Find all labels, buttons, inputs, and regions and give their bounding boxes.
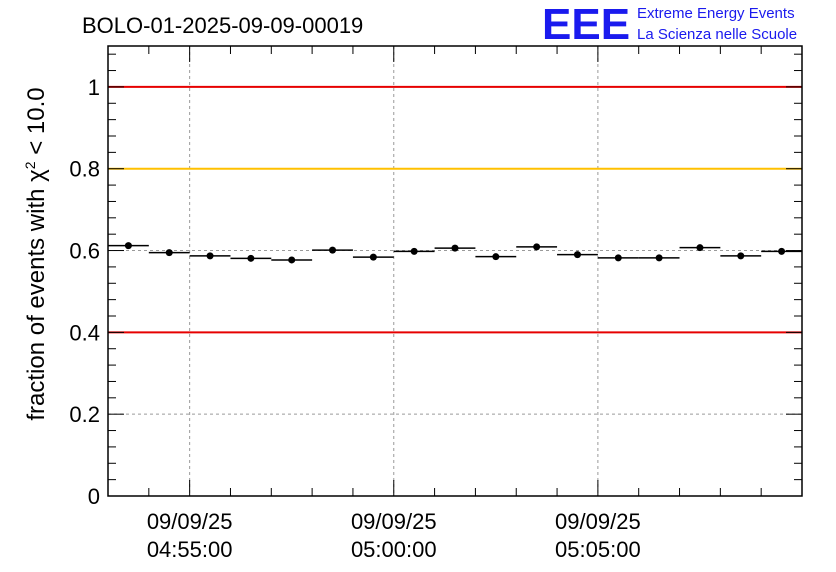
y-axis-label-prefix: fraction of events with: [23, 182, 50, 421]
y-axis-label-suffix: < 10.0: [23, 87, 50, 161]
axis-ticks: [107, 46, 803, 497]
data-point: [737, 252, 745, 260]
x-tick-label-time: 04:55:00: [147, 537, 233, 562]
data-point: [492, 253, 500, 261]
y-tick-label: 0.2: [69, 402, 100, 427]
x-tick-labels: 09/09/25 04:55:00 09/09/25 05:00:00 09/09/25…: [147, 509, 641, 562]
plot-frame: [107, 45, 803, 497]
data-point: [410, 247, 418, 255]
data-point: [329, 246, 337, 254]
data-point: [614, 254, 622, 262]
eee-logo: EEE Extreme Energy Events La Scienza nel…: [542, 0, 797, 49]
y-tick-label: 1: [88, 75, 100, 100]
y-tick-label: 0.6: [69, 239, 100, 264]
chart-title: BOLO-01-2025-09-09-00019: [82, 13, 363, 38]
data-point: [696, 244, 704, 252]
grid: [108, 46, 802, 497]
y-tick-labels: 0 0.2 0.4 0.6 0.8 1: [69, 75, 100, 509]
data-point: [288, 256, 296, 264]
logo-line1: Extreme Energy Events: [637, 5, 795, 22]
data-series: [108, 242, 802, 264]
data-point: [206, 252, 214, 260]
data-point: [165, 249, 173, 257]
data-point: [124, 242, 132, 250]
x-tick-label-date: 09/09/25: [351, 509, 437, 534]
y-axis-label-chi: χ: [23, 169, 50, 182]
y-axis-label-sup: 2: [22, 161, 38, 169]
data-point: [573, 251, 581, 259]
y-tick-label: 0: [88, 484, 100, 509]
data-point: [655, 254, 663, 262]
data-point: [247, 254, 255, 262]
logo-line2: La Scienza nelle Scuole: [637, 26, 797, 43]
x-tick-label-date: 09/09/25: [555, 509, 641, 534]
data-point: [533, 243, 541, 251]
x-tick-label-time: 05:00:00: [351, 537, 437, 562]
y-axis-label: fraction of events with χ2 < 10.0: [22, 87, 50, 420]
reference-lines: [108, 85, 802, 334]
y-tick-label: 0.4: [69, 320, 100, 345]
y-tick-label: 0.8: [69, 157, 100, 182]
x-tick-label-time: 05:05:00: [555, 537, 641, 562]
data-point: [778, 247, 786, 255]
data-point: [369, 253, 377, 261]
data-point: [451, 244, 459, 252]
logo-mark: EEE: [542, 0, 630, 49]
x-tick-label-date: 09/09/25: [147, 509, 233, 534]
